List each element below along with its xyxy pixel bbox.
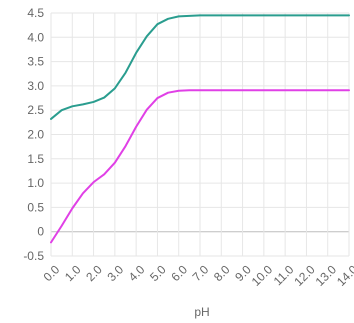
- grid-lines: [50, 12, 350, 257]
- x-tick-label: 3.0: [104, 262, 126, 284]
- y-axis-tick-labels: -0.5 0 0.5 1.0 1.5 2.0 2.5 3.0 3.5 4.0 4.5: [23, 6, 44, 263]
- y-tick-label: 2.0: [27, 128, 44, 142]
- y-tick-label: 4.0: [27, 30, 44, 44]
- x-tick-label: 1.0: [62, 262, 84, 284]
- y-tick-label: 4.5: [27, 6, 44, 20]
- series-line-2: [50, 89, 350, 244]
- x-tick-label: 10.0: [249, 262, 276, 289]
- x-tick-label: 12.0: [291, 262, 318, 289]
- y-tick-label: 2.5: [27, 103, 44, 117]
- x-axis-tick-labels: 0.0 1.0 2.0 3.0 4.0 5.0 6.0 7.0 8.0 9.010.011.012…: [41, 262, 354, 289]
- y-tick-label: 1.5: [27, 152, 44, 166]
- x-tick-label: 2.0: [83, 262, 105, 284]
- x-tick-label: 7.0: [190, 262, 212, 284]
- x-tick-label: 14.0: [334, 262, 354, 289]
- x-tick-label: 4.0: [126, 262, 148, 284]
- y-tick-label: 0.5: [27, 200, 44, 214]
- x-tick-label: 13.0: [313, 262, 340, 289]
- x-tick-label: 6.0: [168, 262, 190, 284]
- y-tick-label: -0.5: [23, 249, 44, 263]
- y-tick-label: 3.0: [27, 79, 44, 93]
- x-tick-label: 8.0: [211, 262, 233, 284]
- x-axis-label: pH: [194, 305, 209, 319]
- series-line-1: [50, 14, 350, 120]
- x-tick-label: 11.0: [271, 262, 297, 288]
- y-tick-label: 0: [37, 225, 44, 239]
- y-tick-label: 1.0: [27, 176, 44, 190]
- series-lines: [50, 14, 350, 244]
- x-tick-label: 5.0: [147, 262, 169, 284]
- x-tick-label: 0.0: [41, 262, 63, 284]
- y-tick-label: 3.5: [27, 55, 44, 69]
